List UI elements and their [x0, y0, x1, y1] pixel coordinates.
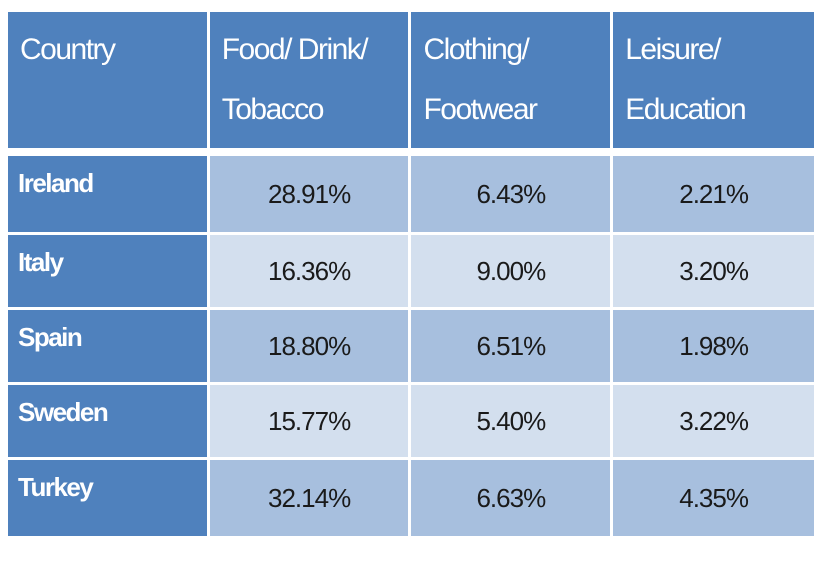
leisure-education-cell: 3.22% [613, 385, 814, 457]
header-clothing-footwear: Clothing/ Footwear [411, 12, 611, 153]
table-row: Sweden 15.77% 5.40% 3.22% [8, 385, 814, 457]
header-country: Country [8, 12, 207, 153]
clothing-footwear-cell: 6.63% [411, 460, 611, 536]
leisure-education-cell: 4.35% [613, 460, 814, 536]
header-clothing-line1: Clothing/ [423, 33, 529, 66]
country-cell: Spain [8, 310, 207, 382]
clothing-footwear-cell: 5.40% [411, 385, 611, 457]
table-row: Italy 16.36% 9.00% 3.20% [8, 235, 814, 307]
clothing-footwear-cell: 6.43% [411, 156, 611, 232]
table-row: Ireland 28.91% 6.43% 2.21% [8, 156, 814, 232]
leisure-education-cell: 2.21% [613, 156, 814, 232]
table-row: Turkey 32.14% 6.63% 4.35% [8, 460, 814, 536]
spending-table: Country Food/ Drink/ Tobacco Clothing/ F… [5, 9, 817, 539]
food-drink-tobacco-cell: 16.36% [209, 235, 409, 307]
header-leisure-education: Leisure/ Education [613, 12, 814, 153]
food-drink-tobacco-cell: 18.80% [209, 310, 409, 382]
header-food-line2: Tobacco [221, 93, 325, 126]
food-drink-tobacco-cell: 32.14% [209, 460, 409, 536]
country-cell: Italy [8, 235, 207, 307]
clothing-footwear-cell: 9.00% [411, 235, 611, 307]
country-cell: Sweden [8, 385, 207, 457]
food-drink-tobacco-cell: 15.77% [209, 385, 409, 457]
header-leisure-line1: Leisure/ [625, 33, 721, 66]
leisure-education-cell: 1.98% [613, 310, 814, 382]
clothing-footwear-cell: 6.51% [411, 310, 611, 382]
country-cell: Ireland [8, 156, 207, 232]
spending-table-container: Country Food/ Drink/ Tobacco Clothing/ F… [8, 12, 814, 536]
header-food-line1: Food/ Drink/ [221, 33, 369, 66]
food-drink-tobacco-cell: 28.91% [209, 156, 409, 232]
header-clothing-line2: Footwear [423, 93, 538, 126]
header-food-drink-tobacco: Food/ Drink/ Tobacco [209, 12, 409, 153]
country-cell: Turkey [8, 460, 207, 536]
table-row: Spain 18.80% 6.51% 1.98% [8, 310, 814, 382]
leisure-education-cell: 3.20% [613, 235, 814, 307]
header-row: Country Food/ Drink/ Tobacco Clothing/ F… [8, 12, 814, 153]
header-leisure-line2: Education [625, 93, 746, 126]
header-country-line1: Country [20, 33, 116, 66]
